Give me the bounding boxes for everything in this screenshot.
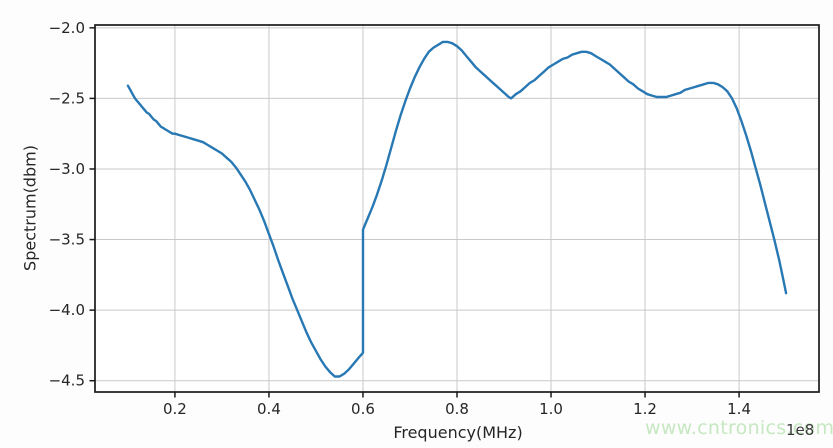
x-tick-label: 0.8: [445, 400, 469, 418]
x-tick-label: 0.6: [351, 400, 375, 418]
y-axis-label: Spectrum(dbm): [20, 145, 40, 271]
x-tick-label: 1.0: [539, 400, 563, 418]
watermark-text: www.cntronics.com: [645, 417, 833, 439]
y-tick-label: −3.0: [49, 160, 85, 178]
y-tick-label: −4.5: [49, 372, 85, 390]
x-tick-label: 0.2: [163, 400, 187, 418]
x-tick-label: 1.2: [633, 400, 657, 418]
spectrum-line: [126, 40, 788, 378]
y-tick-label: −4.0: [49, 301, 85, 319]
x-axis-label: Frequency(MHz): [393, 423, 523, 442]
x-tick-label: 0.4: [257, 400, 281, 418]
y-tick-label: −2.0: [49, 19, 85, 37]
axis-offset-label: 1e8: [786, 421, 815, 439]
x-tick-label: 1.4: [727, 400, 751, 418]
y-tick-label: −3.5: [49, 231, 85, 249]
y-tick-label: −2.5: [49, 89, 85, 107]
